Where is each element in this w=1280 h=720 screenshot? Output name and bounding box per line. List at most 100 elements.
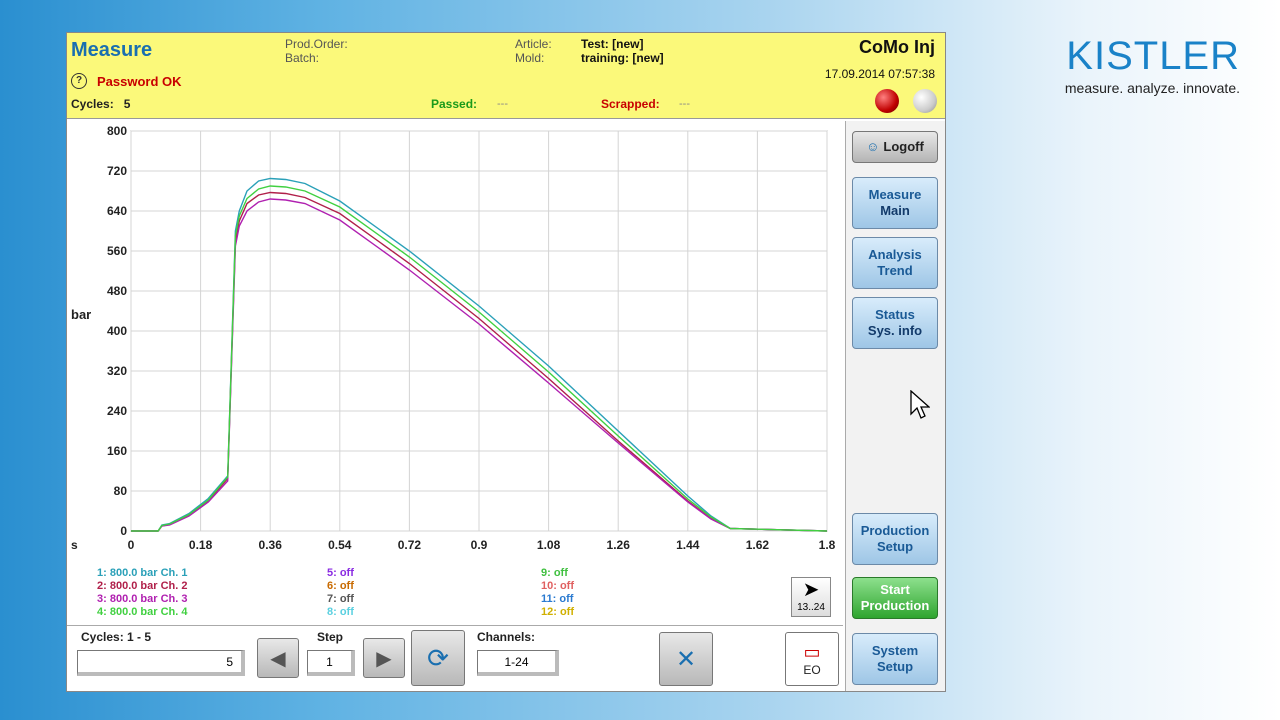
production-setup-label-1: Production	[860, 523, 930, 538]
legend-ch11: 11: off	[541, 593, 574, 605]
channel-legend: 1: 800.0 bar Ch. 1 2: 800.0 bar Ch. 2 3:…	[97, 567, 637, 627]
series-line-ch4	[131, 185, 828, 532]
mold-value: training: [new]	[581, 51, 664, 65]
tools-icon: ✕	[675, 645, 697, 673]
legend-ch8: 8: off	[327, 606, 354, 618]
arrow-right-icon: ▶	[376, 647, 392, 670]
y-tick-label: 80	[114, 484, 128, 498]
legend-ch6: 6: off	[327, 580, 354, 592]
mouse-cursor-icon	[910, 390, 930, 419]
y-tick-label: 160	[107, 444, 127, 458]
datetime: 17.09.2014 07:57:38	[824, 67, 935, 81]
scrapped-value: ---	[679, 98, 690, 110]
step-label: Step	[317, 630, 344, 644]
password-status-text: Password OK	[97, 73, 182, 89]
y-tick-label: 400	[107, 324, 127, 338]
step-back-button[interactable]: ◀	[257, 638, 299, 678]
prod-order-label: Prod.Order:	[285, 37, 348, 51]
cycles-label: Cycles:	[71, 97, 114, 111]
mode-label: CoMo Inj	[859, 37, 935, 57]
scrapped-label: Scrapped:	[601, 97, 660, 111]
legend-ch5: 5: off	[327, 567, 354, 579]
measure-main-label-1: Measure	[868, 187, 922, 202]
logoff-button[interactable]: ☺ Logoff	[852, 131, 938, 163]
eo-button[interactable]: ▭ EO	[785, 632, 839, 686]
brand: KISTLER measure. analyze. innovate.	[1065, 36, 1240, 96]
y-tick-label: 800	[107, 124, 127, 138]
step-forward-button[interactable]: ▶	[363, 638, 405, 678]
mold-label: Mold:	[515, 51, 545, 65]
arrow-right-icon: ➤	[802, 579, 820, 601]
y-tick-label: 640	[107, 204, 127, 218]
series-line-ch1	[131, 177, 828, 532]
brand-tagline: measure. analyze. innovate.	[1064, 80, 1240, 96]
start-production-label-2: Production	[860, 598, 930, 613]
legend-ch2: 2: 800.0 bar Ch. 2	[97, 580, 188, 592]
cycles-range-label: Cycles: 1 - 5	[81, 630, 152, 644]
user-icon: ☺	[866, 139, 880, 154]
analysis-trend-label-2: Trend	[877, 263, 913, 278]
batch-label: Batch:	[285, 51, 320, 65]
page-title: Measure	[71, 39, 153, 61]
x-axis-label: s	[71, 538, 78, 552]
y-tick-label: 0	[120, 524, 127, 538]
measure-main-label-2: Main	[880, 203, 910, 218]
system-setup-label-1: System	[871, 643, 919, 658]
x-tick-label: 0	[128, 538, 135, 552]
x-tick-label: 0.72	[398, 538, 422, 552]
channels-label: Channels:	[477, 630, 536, 644]
x-tick-label: 1.44	[676, 538, 700, 552]
y-axis-label: bar	[71, 307, 91, 322]
channels-input[interactable]: 1-24	[477, 650, 559, 676]
legend-ch4: 4: 800.0 bar Ch. 4	[97, 606, 188, 618]
analysis-trend-button[interactable]: Analysis Trend	[852, 237, 938, 289]
system-setup-label-2: Setup	[876, 659, 914, 674]
status-sysinfo-button[interactable]: Status Sys. info	[852, 297, 938, 349]
y-tick-label: 480	[107, 284, 127, 298]
status-label-2: Sys. info	[867, 323, 923, 338]
y-tick-label: 720	[107, 164, 127, 178]
legend-ch3: 3: 800.0 bar Ch. 3	[97, 593, 188, 605]
logoff-label: Logoff	[883, 139, 924, 154]
curve-refresh-icon: ⟳	[427, 642, 449, 673]
article-label: Article:	[515, 37, 552, 51]
status-led-grey	[913, 89, 937, 113]
legend-ch9: 9: off	[541, 567, 568, 579]
y-tick-label: 240	[107, 404, 127, 418]
header-bar: Measure ? Password OK Cycles: 5 Prod.Ord…	[67, 33, 945, 119]
x-tick-label: 1.26	[607, 538, 631, 552]
bottom-toolbar: Cycles: 1 - 5 5 ◀ Step 1 ▶ ⟳ Channels: 1…	[67, 625, 843, 691]
status-label-1: Status	[875, 307, 915, 322]
arrow-left-icon: ◀	[270, 647, 286, 670]
pressure-chart: 0 0.18 0.36 0.54 0.72 0.9 1.08 1.26 1.44 1.62 1.8 0…	[71, 124, 836, 552]
hmi-screen: Measure ? Password OK Cycles: 5 Prod.Ord…	[66, 32, 946, 692]
measure-main-button[interactable]: Measure Main	[852, 177, 938, 229]
cycles-input[interactable]: 5	[77, 650, 245, 676]
x-tick-label: 1.8	[819, 538, 836, 552]
sidebar: ☺ Logoff Measure Main Analysis Trend Sta…	[845, 121, 945, 691]
status-led-red	[875, 89, 899, 113]
passed-label: Passed:	[431, 97, 478, 111]
info-icon: ?	[71, 73, 87, 89]
system-setup-button[interactable]: System Setup	[852, 633, 938, 685]
overlay-curves-button[interactable]: ⟳	[411, 630, 465, 686]
passed-value: ---	[497, 98, 508, 110]
start-production-label-1: Start	[880, 582, 910, 597]
eo-label: EO	[803, 662, 821, 677]
start-production-button[interactable]: Start Production	[852, 577, 938, 619]
brand-logo: KISTLER	[1066, 34, 1240, 78]
cycles-value: 5	[123, 97, 131, 111]
step-input[interactable]: 1	[307, 650, 355, 676]
next-channels-button[interactable]: ➤ 13..24	[791, 577, 831, 617]
production-setup-button[interactable]: Production Setup	[852, 513, 938, 565]
password-status: ? Password OK	[71, 73, 182, 89]
x-tick-label: 0.9	[471, 538, 488, 552]
cycles-counter: Cycles: 5	[71, 97, 130, 111]
article-value: Test: [new]	[581, 37, 644, 51]
x-tick-label: 0.36	[259, 538, 283, 552]
x-tick-label: 0.54	[328, 538, 352, 552]
next-channels-label: 13..24	[797, 602, 825, 613]
tools-button[interactable]: ✕	[659, 632, 713, 686]
legend-ch12: 12: off	[541, 606, 574, 618]
legend-ch7: 7: off	[327, 593, 354, 605]
